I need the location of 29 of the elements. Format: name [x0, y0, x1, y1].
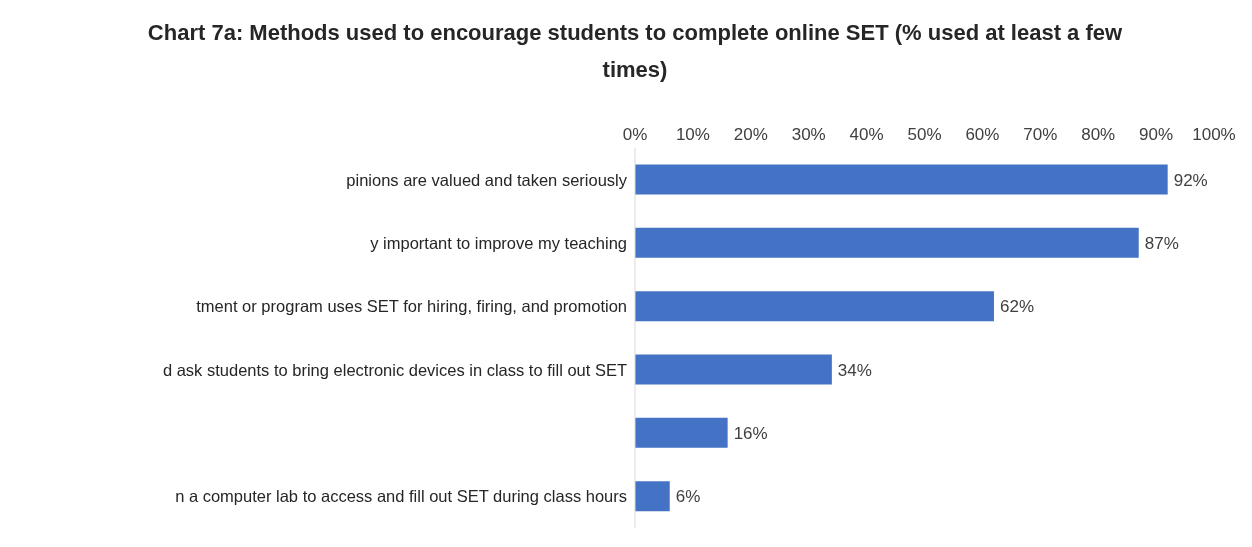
- x-tick-label: 70%: [1023, 125, 1058, 144]
- x-tick-label: 10%: [675, 125, 710, 144]
- y-tick-label: y important to improve my teaching: [370, 233, 627, 252]
- data-label: 34%: [837, 360, 872, 380]
- bar: [635, 354, 832, 385]
- y-tick-label: tment or program uses SET for hiring, firing, and promotion: [196, 297, 627, 316]
- x-tick-label: 90%: [1139, 125, 1174, 144]
- y-tick-label: n a computer lab to access and fill out SET during class hours: [175, 487, 627, 506]
- data-label: 62%: [999, 297, 1035, 317]
- bar: [635, 417, 728, 448]
- bar: [635, 291, 994, 322]
- x-tick-label: 60%: [965, 125, 1000, 144]
- data-label: 6%: [675, 487, 701, 507]
- x-tick-label: 100%: [1192, 125, 1236, 144]
- data-label: 87%: [1144, 233, 1179, 253]
- y-tick-label: d ask students to bring electronic devices in class to fill out SET: [162, 360, 627, 379]
- x-tick-label: 0%: [622, 125, 648, 144]
- data-label: 92%: [1173, 170, 1208, 190]
- x-tick-label: 80%: [1081, 125, 1116, 144]
- x-tick-label: 30%: [791, 125, 826, 144]
- chart-title: Chart 7a: Methods used to encourage students to complete online SET (% used at least a few times): [146, 19, 1124, 84]
- data-label: 16%: [733, 423, 768, 443]
- bar: [635, 227, 1139, 258]
- bar: [635, 481, 670, 512]
- x-tick-label: 40%: [849, 125, 884, 144]
- x-tick-label: 50%: [907, 125, 942, 144]
- y-tick-label: pinions are valued and taken seriously: [346, 170, 628, 189]
- x-tick-label: 20%: [733, 125, 768, 144]
- bar: [635, 164, 1168, 195]
